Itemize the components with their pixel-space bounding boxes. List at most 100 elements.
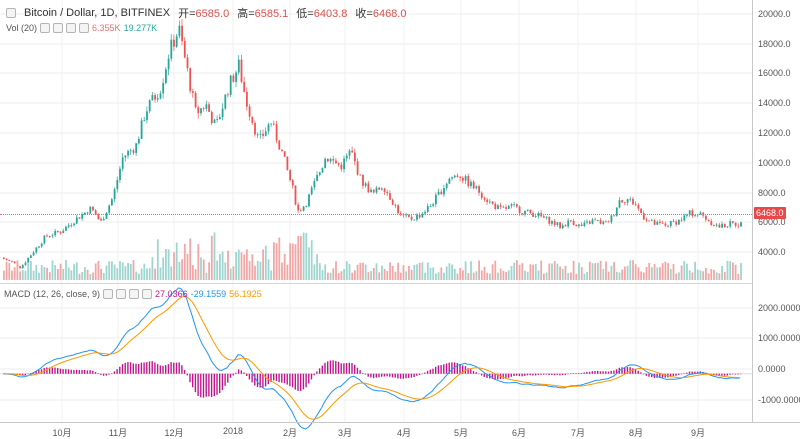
volume-bar: [588, 261, 591, 280]
macd-histogram-bar: [634, 369, 637, 374]
candle-body: [24, 262, 27, 266]
more-icon[interactable]: [79, 23, 90, 33]
candle-body: [81, 214, 84, 219]
candle-body: [275, 124, 278, 141]
macd-histogram-bar: [389, 373, 391, 377]
macd-histogram-bar: [632, 368, 634, 374]
price-axis-label: 14000.0: [758, 98, 791, 108]
settings-icon[interactable]: [116, 289, 127, 299]
volume-bar: [597, 262, 599, 280]
volume-bar: [702, 271, 705, 280]
macd-histogram-bar: [567, 373, 569, 375]
close-icon[interactable]: [129, 289, 140, 299]
candle-body: [67, 225, 70, 227]
settings-icon[interactable]: [53, 23, 64, 33]
volume-bar: [316, 254, 318, 280]
volume-bar: [159, 267, 162, 280]
candle-body: [102, 218, 105, 221]
candle-body: [73, 223, 75, 226]
volume-bar: [723, 271, 726, 280]
macd-histogram-bar: [605, 371, 607, 374]
volume-bar: [696, 269, 699, 280]
macd-histogram-bar: [27, 373, 29, 375]
macd-histogram-bar: [486, 373, 488, 378]
volume-bar: [297, 236, 300, 280]
volume-bar: [553, 261, 556, 280]
macd-histogram-bar: [264, 373, 267, 387]
candle-body: [556, 222, 559, 226]
volume-bar: [151, 257, 154, 280]
macd-histogram-bar: [721, 373, 723, 376]
price-axis-label: 4000.0: [758, 247, 786, 257]
macd-histogram-bar: [113, 371, 116, 374]
macd-histogram-bar: [448, 362, 450, 374]
candle-body: [283, 151, 286, 157]
volume-bar: [235, 252, 237, 280]
candle-body: [235, 72, 237, 82]
candle-body: [543, 216, 545, 218]
volume-bar: [694, 261, 696, 280]
candle-body: [451, 177, 453, 179]
eye-icon[interactable]: [40, 23, 51, 33]
volume-bar: [170, 266, 173, 280]
macd-histogram-bar: [202, 373, 205, 398]
volume-bar: [721, 266, 723, 280]
candle-body: [699, 212, 702, 215]
volume-bar: [448, 263, 451, 280]
candle-body: [267, 124, 270, 132]
macd-histogram-bar: [181, 365, 183, 374]
volume-bar: [332, 268, 335, 280]
volume-bar: [559, 266, 561, 280]
macd-histogram-bar: [543, 373, 545, 375]
volume-bar: [737, 273, 740, 280]
macd-histogram-bar: [372, 373, 375, 379]
volume-bar: [289, 243, 291, 280]
volume-bar: [367, 272, 370, 280]
more-icon[interactable]: [142, 289, 153, 299]
candle-body: [529, 209, 532, 214]
candle-body: [108, 205, 111, 213]
candle-body: [270, 123, 273, 125]
candle-body: [526, 209, 529, 211]
volume-bar: [92, 272, 94, 280]
macd-histogram-bar: [289, 373, 291, 387]
candle-body: [351, 150, 354, 153]
macd-histogram-bar: [453, 362, 456, 374]
price-axis-label: 20000.0: [758, 9, 791, 19]
volume-bar: [194, 269, 197, 280]
macd-histogram-bar: [189, 373, 191, 383]
macd-histogram-bar: [510, 373, 512, 377]
volume-bar: [659, 267, 661, 280]
pane-separator[interactable]: [0, 283, 752, 284]
volume-bar: [386, 270, 389, 280]
volume-bar: [135, 271, 138, 280]
volume-indicator-name[interactable]: Vol (20): [6, 23, 38, 33]
volume-bar: [426, 262, 429, 280]
macd-histogram-bar: [305, 373, 307, 388]
macd-histogram-bar: [659, 373, 661, 378]
volume-bar: [713, 269, 715, 280]
eye-icon[interactable]: [103, 289, 114, 299]
candle-body: [715, 224, 718, 226]
volume-bar: [197, 244, 200, 280]
macd-histogram-bar: [637, 370, 639, 374]
volume-bar: [421, 262, 424, 280]
volume-bar: [57, 268, 59, 280]
candle-body: [624, 202, 626, 204]
close-icon[interactable]: [66, 23, 77, 33]
candle-body: [421, 213, 424, 218]
symbol-title[interactable]: Bitcoin / Dollar, 1D, BITFINEX: [24, 7, 171, 19]
volume-bar: [705, 267, 707, 280]
macd-histogram-bar: [675, 373, 677, 376]
macd-indicator-name[interactable]: MACD (12, 26, close, 9): [4, 289, 101, 299]
macd-histogram-bar: [216, 373, 218, 395]
macd-histogram-bar: [310, 373, 313, 380]
macd-histogram-bar: [364, 373, 367, 375]
candle-body: [124, 155, 127, 158]
candle-body: [480, 192, 483, 198]
volume-bar: [370, 271, 372, 280]
candle-body: [54, 230, 57, 236]
collapse-icon[interactable]: [6, 8, 16, 18]
